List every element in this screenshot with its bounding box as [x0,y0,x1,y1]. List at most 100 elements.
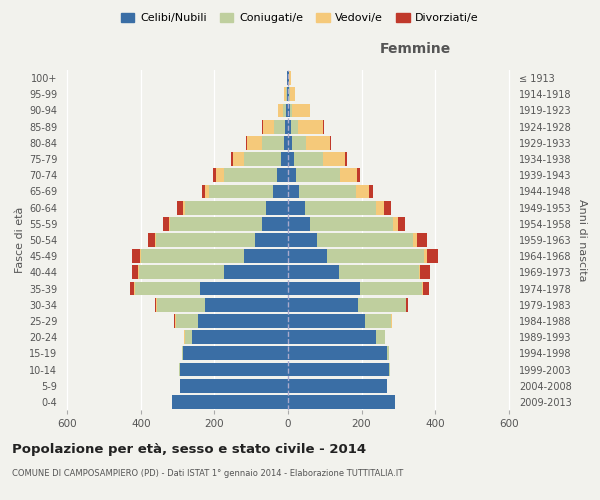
Bar [376,200,383,214]
Bar [360,282,422,296]
Bar [130,282,134,296]
Bar [141,250,244,263]
Bar [305,200,376,214]
Bar [231,152,233,166]
Bar [296,168,340,182]
Bar [323,152,345,166]
Bar [244,250,288,263]
Bar [288,200,305,214]
Bar [340,266,419,280]
Bar [413,233,418,247]
Bar [183,346,288,360]
Bar [288,184,299,198]
Bar [345,152,347,166]
Bar [292,104,310,118]
Bar [286,104,288,118]
Bar [307,136,330,149]
Bar [289,88,290,101]
Bar [424,250,427,263]
Bar [157,298,205,312]
Bar [155,233,255,247]
Bar [148,233,155,247]
Bar [293,152,323,166]
Bar [288,395,395,409]
Bar [284,88,286,101]
Bar [233,152,244,166]
Bar [358,298,406,312]
Bar [291,120,298,134]
Bar [132,250,140,263]
Bar [391,314,392,328]
Bar [290,88,295,101]
Text: Popolazione per età, sesso e stato civile - 2014: Popolazione per età, sesso e stato civil… [12,442,366,456]
Bar [262,120,263,134]
Bar [421,266,430,280]
Bar [288,168,296,182]
Bar [139,266,224,280]
Bar [179,379,288,392]
Bar [418,233,427,247]
Text: COMUNE DI CAMPOSAMPIERO (PD) - Dati ISTAT 1° gennaio 2014 - Elaborazione TUTTITA: COMUNE DI CAMPOSAMPIERO (PD) - Dati ISTA… [12,469,403,478]
Bar [422,282,424,296]
Bar [356,184,369,198]
Bar [285,120,288,134]
Bar [419,266,421,280]
Bar [298,120,323,134]
Bar [292,136,307,149]
Bar [170,217,262,230]
Bar [244,152,281,166]
Bar [247,136,262,149]
Bar [288,88,289,101]
Bar [299,184,356,198]
Bar [288,136,292,149]
Bar [287,71,288,85]
Bar [266,200,288,214]
Bar [176,200,183,214]
Bar [209,184,273,198]
Bar [287,88,288,101]
Bar [288,120,291,134]
Bar [132,266,139,280]
Bar [323,120,324,134]
Bar [310,217,393,230]
Bar [255,233,288,247]
Bar [365,314,391,328]
Bar [330,136,331,149]
Bar [163,217,169,230]
Bar [288,379,387,392]
Bar [389,362,390,376]
Bar [175,314,176,328]
Bar [185,330,193,344]
Bar [214,168,216,182]
Bar [288,217,310,230]
Bar [179,362,288,376]
Bar [376,330,385,344]
Bar [288,282,360,296]
Bar [136,282,200,296]
Y-axis label: Fasce di età: Fasce di età [14,207,25,273]
Bar [406,298,408,312]
Bar [288,266,340,280]
Bar [176,314,198,328]
Bar [185,200,266,214]
Bar [224,168,277,182]
Bar [155,298,157,312]
Bar [205,298,288,312]
Bar [288,346,387,360]
Bar [273,184,288,198]
Bar [246,136,247,149]
Bar [183,200,185,214]
Bar [283,104,286,118]
Bar [182,346,183,360]
Bar [216,168,224,182]
Bar [393,217,398,230]
Bar [424,282,429,296]
Bar [340,168,357,182]
Bar [369,184,373,198]
Bar [202,184,205,198]
Y-axis label: Anni di nascita: Anni di nascita [577,198,587,281]
Bar [288,362,389,376]
Bar [184,330,185,344]
Bar [357,168,360,182]
Bar [288,233,317,247]
